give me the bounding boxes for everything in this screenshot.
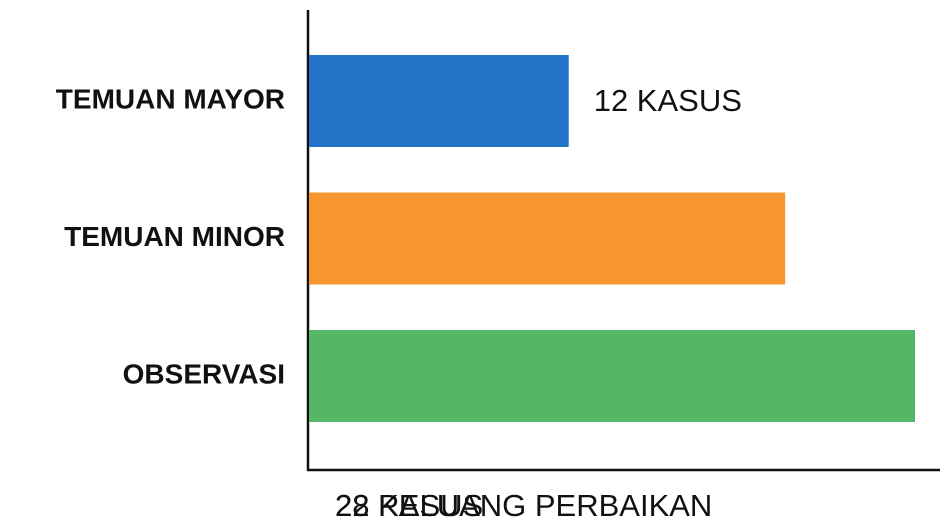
value-label: 28 PELUANG PERBAIKAN <box>335 488 712 523</box>
bar <box>309 330 915 422</box>
category-label: OBSERVASI <box>123 358 285 389</box>
bar <box>309 192 786 285</box>
value-label: 22 KASUS <box>335 488 483 523</box>
bar <box>309 55 569 147</box>
category-label: TEMUAN MAYOR <box>56 83 285 114</box>
category-label: TEMUAN MINOR <box>64 221 285 252</box>
value-label: 12 KASUS <box>594 83 742 118</box>
